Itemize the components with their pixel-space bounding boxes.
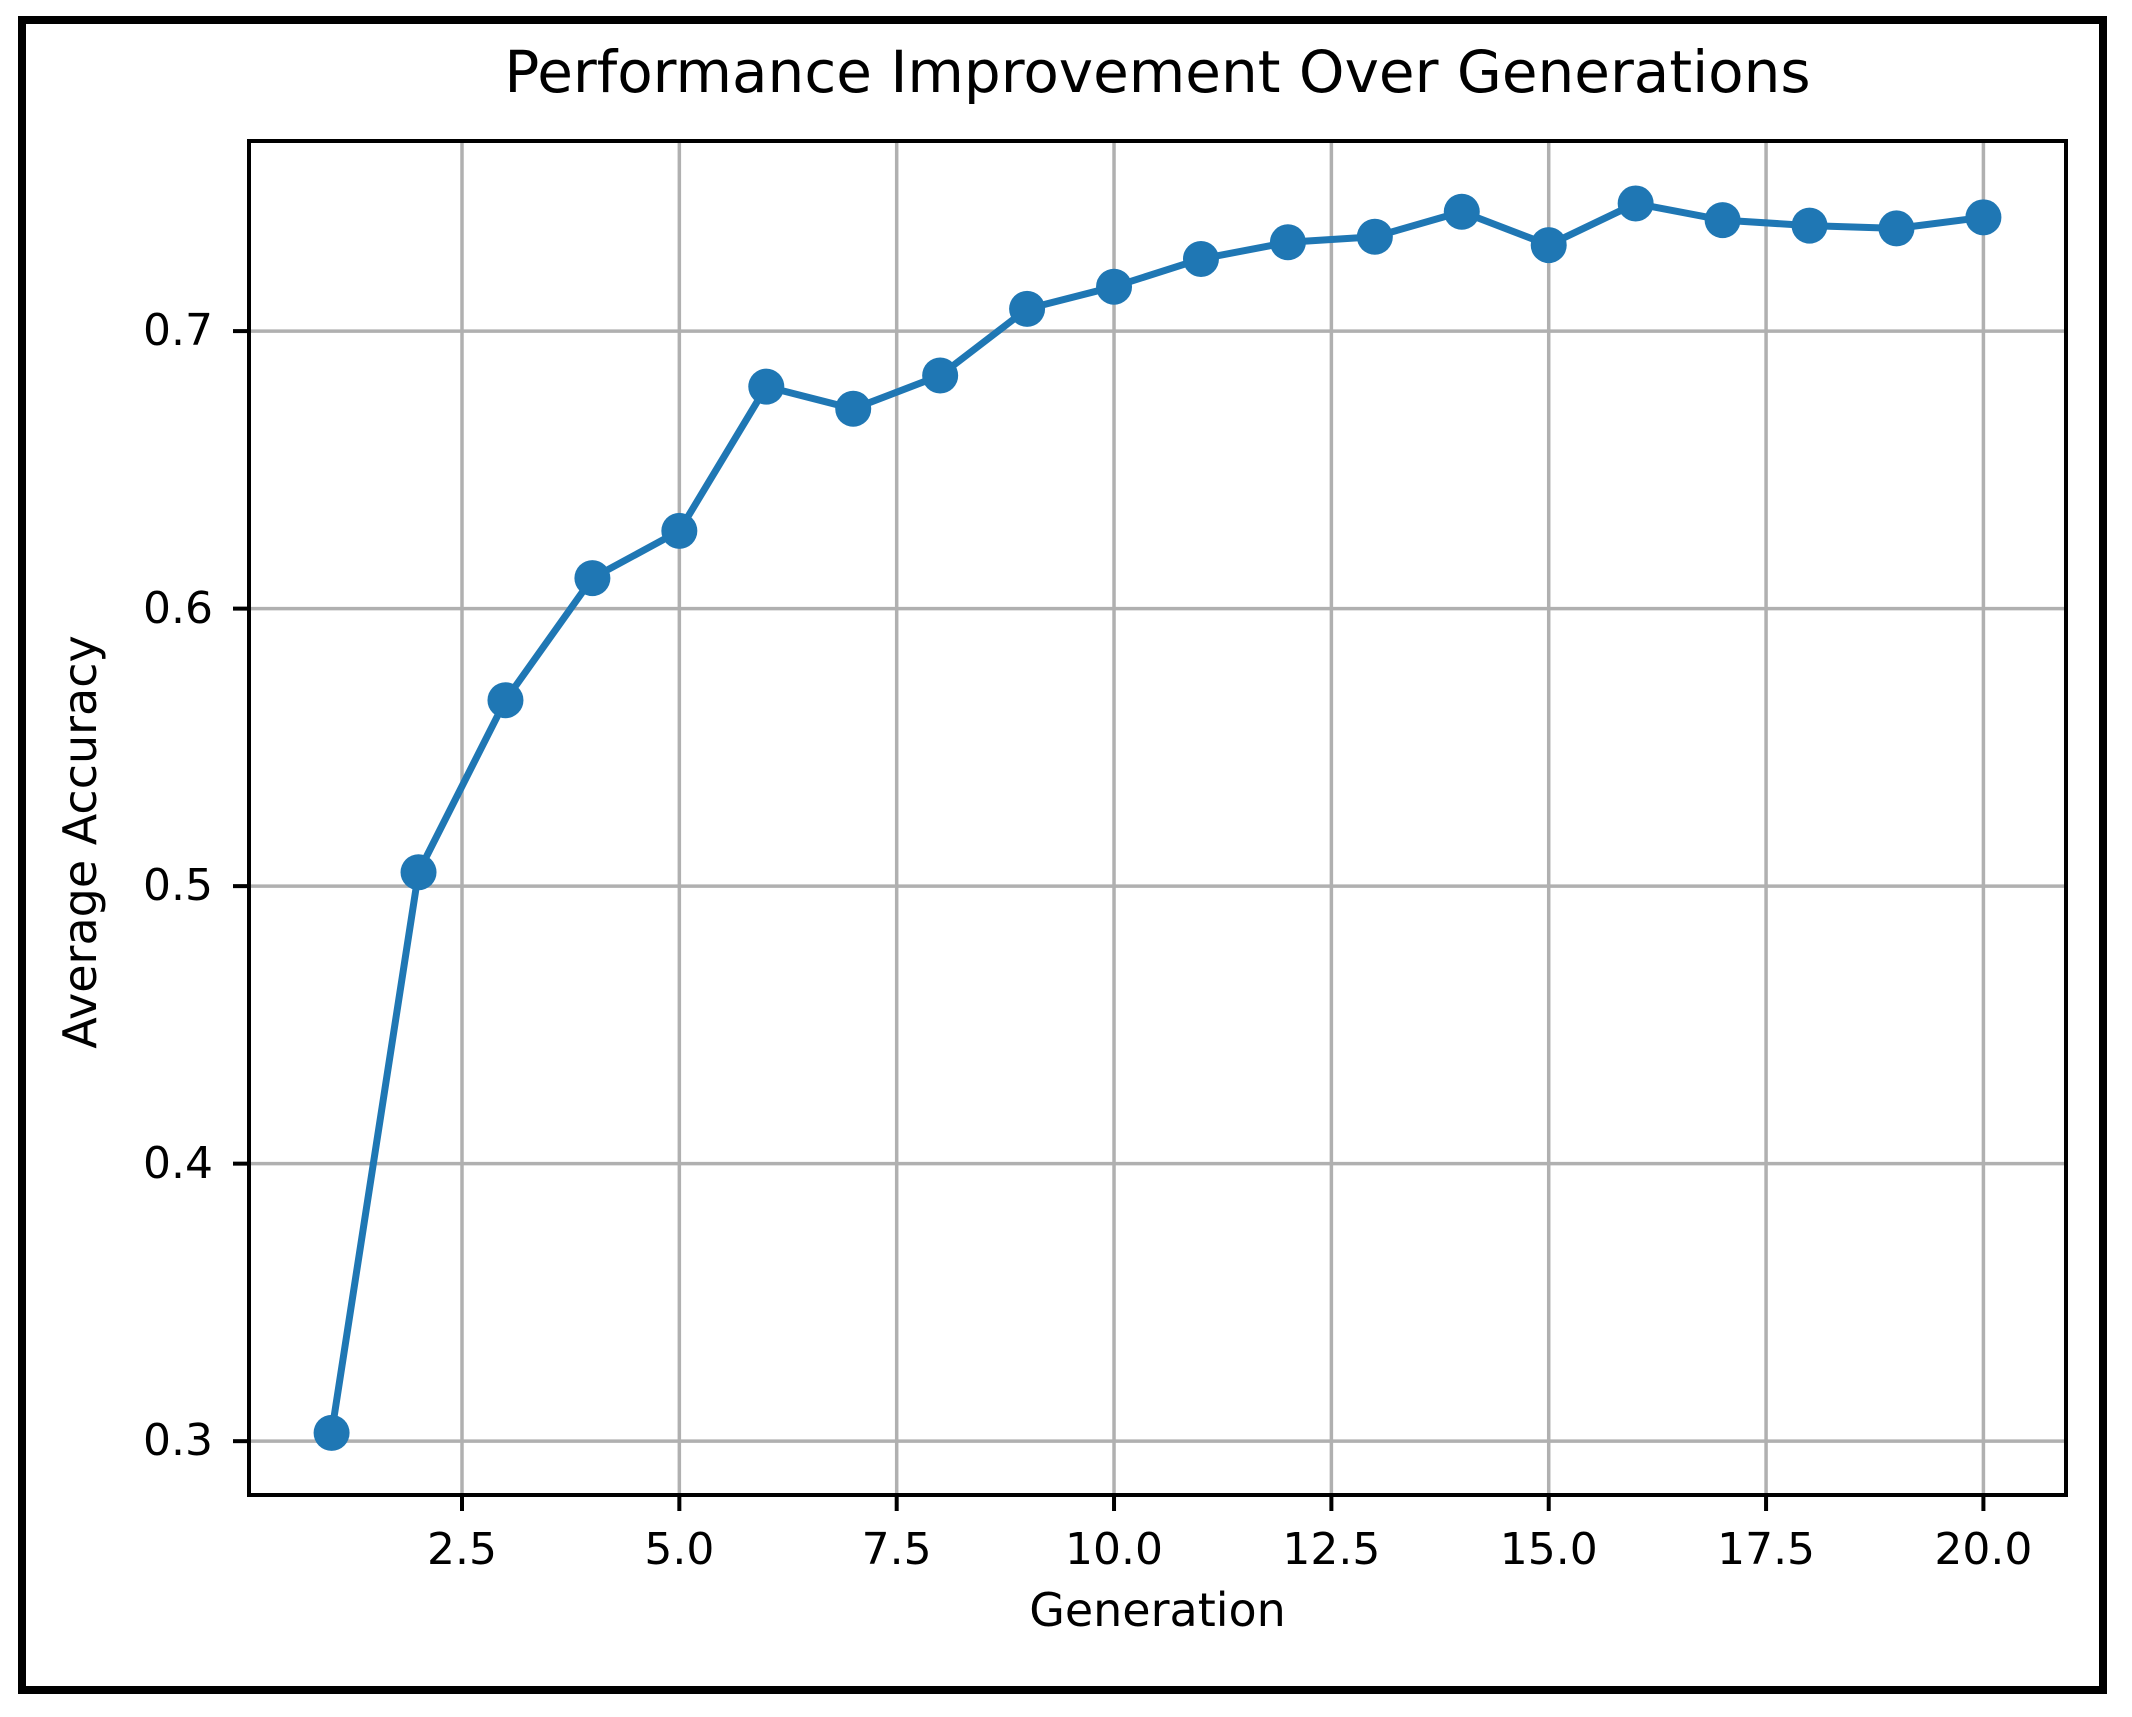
data-point — [835, 390, 872, 427]
data-point — [1530, 227, 1567, 264]
data-point — [1791, 207, 1828, 244]
data-point — [748, 368, 785, 405]
x-tick-label: 10.0 — [1065, 1524, 1163, 1575]
x-tick-label: 5.0 — [644, 1524, 715, 1575]
data-point — [1009, 290, 1046, 327]
x-tick-label: 12.5 — [1282, 1524, 1381, 1575]
data-point — [922, 357, 959, 394]
data-point — [487, 682, 524, 719]
y-tick-label: 0.6 — [143, 582, 213, 634]
data-point — [1269, 224, 1306, 261]
y-tick-label: 0.3 — [143, 1415, 213, 1467]
figure-border — [18, 16, 2107, 1694]
data-point — [661, 512, 698, 549]
data-point — [400, 854, 437, 891]
data-point — [1182, 240, 1219, 277]
data-point — [1965, 199, 2002, 236]
axes-spines — [247, 139, 2068, 1497]
data-point — [1704, 202, 1741, 239]
data-point — [1443, 193, 1480, 230]
x-tick-label: 17.5 — [1717, 1524, 1816, 1575]
chart-title: Performance Improvement Over Generations — [504, 38, 1811, 106]
data-line — [328, 199, 1987, 1437]
x-tick-label: 7.5 — [861, 1524, 932, 1575]
data-point — [1617, 185, 1654, 222]
y-tick-label: 0.5 — [143, 860, 213, 912]
y-tick-label: 0.4 — [143, 1137, 213, 1189]
data-point — [574, 560, 611, 597]
data-point — [313, 1414, 350, 1451]
y-tick-label: 0.7 — [143, 305, 213, 357]
data-point — [1878, 210, 1915, 247]
x-tick-label: 15.0 — [1499, 1524, 1598, 1575]
y-axis-label: Average Accuracy — [53, 635, 107, 1049]
x-axis-label: Generation — [1029, 1583, 1286, 1637]
x-tick-label: 2.5 — [426, 1524, 497, 1575]
data-point — [1356, 218, 1393, 255]
data-point — [1096, 268, 1133, 305]
x-tick-label: 20.0 — [1934, 1524, 2033, 1575]
